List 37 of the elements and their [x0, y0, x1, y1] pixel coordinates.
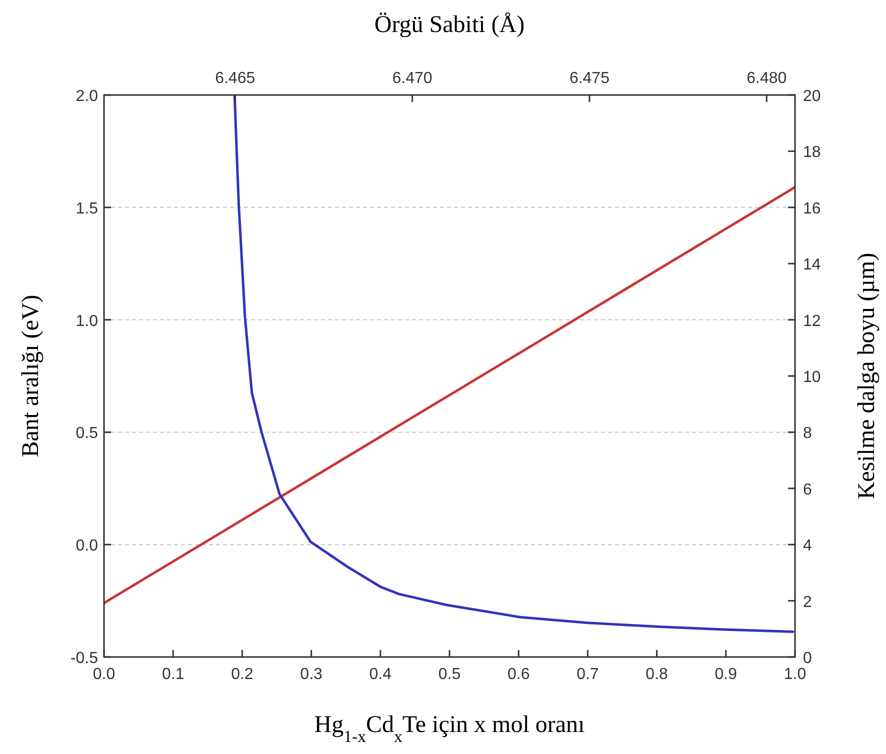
- y2-tick-label: 0: [803, 650, 812, 667]
- y2-tick-label: 10: [803, 369, 821, 386]
- y2-tick-label: 6: [803, 481, 812, 498]
- y-tick-label: 1.5: [76, 200, 98, 218]
- y-tick-label: 0.0: [76, 538, 98, 555]
- x2-tick-label: 6.470: [392, 70, 432, 87]
- y-tick-label: -0.5: [70, 650, 98, 667]
- x-axis-title: Hg$_{1-x}$Cd$_{x}$Te için x mol oranı: [314, 712, 586, 746]
- y2-tick-label: 8: [803, 425, 812, 442]
- y-axis-title: Bant aralığı (eV): [18, 294, 44, 458]
- y2-tick-label: 12: [803, 312, 821, 330]
- y2-axis-title: Kesilme dalga boyu (µm): [854, 252, 880, 500]
- x2-tick-label: 6.465: [215, 70, 256, 87]
- x-tick-label: 0.1: [162, 666, 184, 683]
- x-tick-label: 0.3: [300, 666, 323, 683]
- x-tick-label: 0.8: [646, 666, 668, 683]
- x2-tick-label: 6.475: [569, 70, 610, 87]
- x-tick-label: 0.9: [714, 666, 738, 683]
- x-tick-label: 0.4: [369, 666, 392, 683]
- y-tick-label: 1.0: [76, 312, 98, 330]
- x-tick-label: 0.0: [92, 666, 116, 683]
- x2-axis-title: Örgü Sabiti (Å): [374, 12, 525, 38]
- x-tick-label: 0.5: [438, 666, 461, 683]
- y2-tick-label: 14: [803, 256, 821, 274]
- y2-tick-label: 4: [803, 538, 812, 555]
- y-tick-label: 2.0: [76, 88, 98, 105]
- y2-tick-label: 20: [803, 88, 821, 105]
- y-tick-label: 0.5: [76, 425, 98, 442]
- x2-tick-label: 6.480: [746, 70, 787, 87]
- y2-tick-label: 2: [803, 594, 812, 611]
- x-tick-label: 0.6: [507, 666, 530, 683]
- x-tick-label: 0.2: [231, 666, 254, 683]
- y2-tick-label: 16: [803, 200, 821, 218]
- x-tick-label: 1.0: [784, 666, 806, 683]
- line-series: [233, 95, 794, 633]
- y2-tick-label: 18: [803, 144, 821, 162]
- x-tick-label: 0.7: [576, 666, 599, 683]
